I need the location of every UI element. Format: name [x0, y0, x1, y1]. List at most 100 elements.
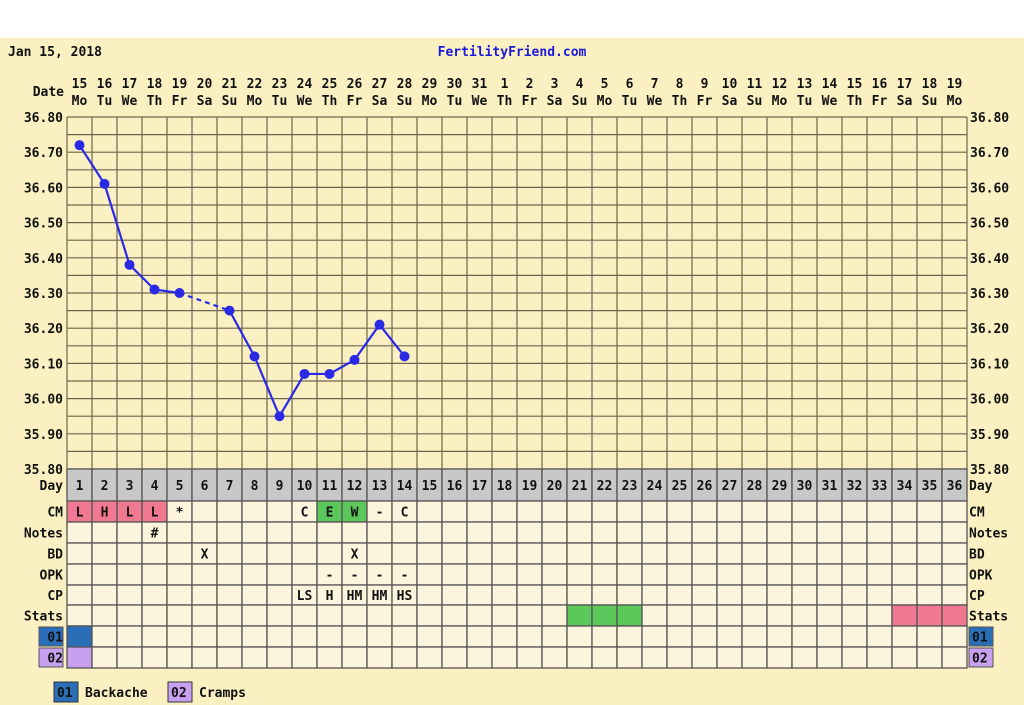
cell: [591, 646, 618, 669]
cell: [241, 500, 268, 523]
cell: [891, 625, 918, 648]
cell: [941, 542, 968, 565]
cell: [116, 625, 143, 648]
cell: [666, 604, 693, 627]
cell: [941, 500, 968, 523]
row-label-right-bd: BD: [969, 548, 985, 563]
cell: [816, 604, 843, 627]
day-number: 9: [276, 479, 284, 494]
cell-value: E: [326, 506, 334, 521]
y-tick-right: 36.60: [970, 181, 1009, 196]
date-label: 18: [147, 77, 163, 92]
row-label-notes: Notes: [24, 527, 63, 542]
cell: [591, 563, 618, 586]
cell: [741, 521, 768, 544]
cell: [191, 500, 218, 523]
weekday-label: Th: [322, 94, 338, 109]
cell: [766, 521, 793, 544]
cell: [616, 584, 643, 606]
day-number: 5: [176, 479, 184, 494]
cell: [266, 604, 293, 627]
weekday-label: Su: [922, 94, 938, 109]
cell-value: -: [376, 506, 384, 521]
row-label-day: Day: [40, 479, 64, 494]
cell: [216, 604, 243, 627]
y-tick-right: 35.80: [970, 463, 1009, 478]
cell: [766, 563, 793, 586]
date-label: 30: [447, 77, 463, 92]
legend-code: 02: [171, 686, 187, 701]
cell: [291, 521, 318, 544]
date-label: 3: [551, 77, 559, 92]
cell: [641, 584, 668, 606]
cell: [466, 625, 493, 648]
date-label: 4: [576, 77, 584, 92]
cell-value: L: [151, 506, 159, 521]
cell: [166, 542, 193, 565]
cell: [416, 521, 443, 544]
cell: [591, 625, 618, 648]
cell: [716, 468, 743, 502]
cell: [841, 542, 868, 565]
cell: [566, 500, 593, 523]
cell: [566, 604, 593, 627]
date-label: 28: [397, 77, 413, 92]
day-number: 33: [872, 479, 888, 494]
cell: [816, 468, 843, 502]
cell: [791, 542, 818, 565]
date-label: 19: [172, 77, 188, 92]
row-label-right-notes: Notes: [969, 527, 1008, 542]
cell: [141, 646, 168, 669]
row-label-opk: OPK: [40, 569, 64, 584]
row-label-stats: Stats: [24, 610, 63, 625]
y-tick-right: 36.80: [970, 111, 1009, 126]
cell: [741, 604, 768, 627]
cell: [691, 625, 718, 648]
day-number: 14: [397, 479, 413, 494]
cell: [591, 468, 618, 502]
temp-line-segment: [103, 183, 131, 266]
cell: [291, 468, 318, 502]
cell: [416, 563, 443, 586]
day-number: 27: [722, 479, 738, 494]
cell: [391, 625, 418, 648]
date-label: 19: [947, 77, 963, 92]
weekday-label: Th: [147, 94, 163, 109]
cell: [491, 584, 518, 606]
day-number: 20: [547, 479, 563, 494]
cell: [741, 584, 768, 606]
cell: [541, 563, 568, 586]
cell: [516, 542, 543, 565]
cell: [191, 563, 218, 586]
cell-value: X: [201, 548, 209, 563]
y-tick-right: 35.90: [970, 428, 1009, 443]
row-badge-left: [38, 647, 64, 668]
cell: [566, 584, 593, 606]
weekday-label: Mo: [947, 94, 963, 109]
cell: [516, 584, 543, 606]
cell: [141, 604, 168, 627]
cell: [466, 500, 493, 523]
cell: [91, 542, 118, 565]
cell: [791, 500, 818, 523]
cell: [466, 521, 493, 544]
temp-line-segment: [353, 324, 381, 361]
weekday-label: Mo: [422, 94, 438, 109]
cell: [441, 542, 468, 565]
cell: [841, 646, 868, 669]
site-link[interactable]: FertilityFriend.com: [438, 45, 587, 60]
row-label-cp: CP: [47, 589, 63, 604]
day-number: 12: [347, 479, 363, 494]
date-label: 15: [72, 77, 88, 92]
cell: [891, 646, 918, 669]
day-number: 26: [697, 479, 713, 494]
cell: [466, 646, 493, 669]
cell: [341, 604, 368, 627]
cell: [866, 625, 893, 648]
temp-line-segment: [228, 310, 256, 357]
cell: [816, 542, 843, 565]
cell: [191, 604, 218, 627]
temp-point: [399, 351, 410, 362]
cell: [866, 521, 893, 544]
